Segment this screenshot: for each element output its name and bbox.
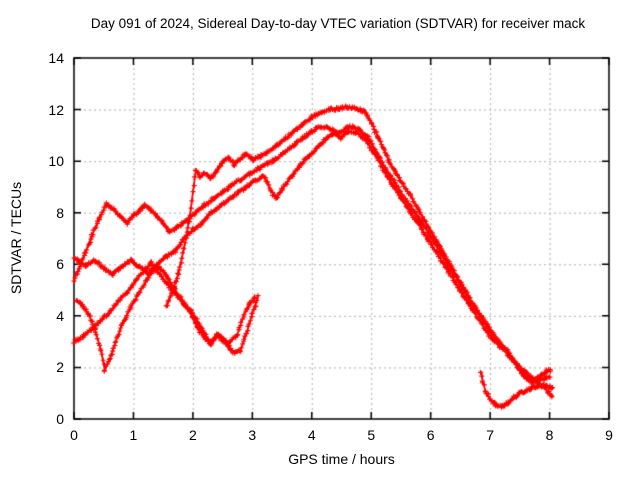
y-tick-label: 0 bbox=[56, 411, 64, 427]
x-tick-label: 3 bbox=[248, 427, 257, 443]
y-tick-label: 2 bbox=[56, 359, 64, 376]
y-tick-label: 12 bbox=[48, 101, 64, 118]
chart-title: Day 091 of 2024, Sidereal Day-to-day VTE… bbox=[90, 16, 586, 31]
x-tick-label: 4 bbox=[307, 427, 316, 443]
y-tick-label: 10 bbox=[48, 153, 64, 170]
x-tick-label: 9 bbox=[605, 427, 613, 443]
x-tick-label: 6 bbox=[426, 427, 435, 443]
x-tick-label: 2 bbox=[188, 427, 197, 443]
x-tick-label: 8 bbox=[545, 427, 554, 443]
x-tick-label: 7 bbox=[486, 427, 494, 443]
x-tick-label: 5 bbox=[367, 427, 376, 443]
x-axis-label: GPS time / hours bbox=[288, 451, 395, 467]
y-tick-label: 8 bbox=[56, 204, 64, 221]
y-tick-label: 14 bbox=[48, 50, 64, 66]
x-tick-label: 1 bbox=[129, 427, 138, 443]
y-axis-label: SDTVAR / TECUs bbox=[8, 181, 24, 295]
y-tick-label: 6 bbox=[56, 256, 64, 273]
y-tick-label: 4 bbox=[56, 307, 64, 324]
x-tick-label: 0 bbox=[70, 427, 78, 443]
